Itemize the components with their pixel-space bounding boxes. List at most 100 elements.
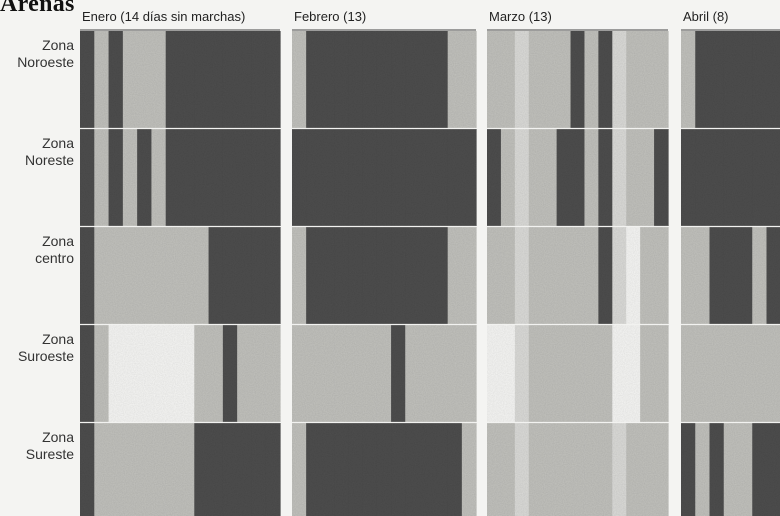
heatmap-cell (208, 227, 224, 324)
heatmap-cell (151, 325, 167, 422)
heatmap-cell (222, 227, 238, 324)
heatmap-cell (487, 129, 502, 226)
heatmap-cell (222, 31, 238, 128)
heatmap-cell (612, 227, 627, 324)
heatmap-cell (265, 423, 281, 516)
heatmap-cell (405, 325, 420, 422)
heatmap-cell (208, 31, 224, 128)
heatmap-cell (320, 325, 336, 422)
heatmap-cell (419, 325, 435, 422)
heatmap-cell (556, 31, 572, 128)
month-title: Marzo (13) (489, 9, 552, 24)
heatmap-cell (542, 227, 558, 324)
heatmap-cell (419, 423, 435, 516)
heatmap-cell (292, 423, 307, 516)
page-title: Arenas (0, 0, 75, 17)
month-panel (80, 31, 281, 516)
month-title: Enero (14 días sin marchas) (82, 9, 245, 24)
heatmap-cell (487, 423, 502, 516)
heatmap-cell (208, 325, 224, 422)
heatmap-cell (122, 325, 138, 422)
heatmap-cell (654, 129, 669, 226)
heatmap-cell (362, 423, 378, 516)
heatmap-cell (419, 129, 435, 226)
heatmap-cell (598, 31, 613, 128)
month-panel (681, 31, 780, 516)
heatmap-cell (405, 227, 420, 324)
heatmap-cell (180, 325, 195, 422)
heatmap-cell (391, 31, 406, 128)
heatmap-cell (265, 325, 281, 422)
heatmap-cell (487, 325, 502, 422)
zone-label: Zona centro (35, 233, 74, 266)
heatmap-cell (447, 227, 463, 324)
heatmap-cell (584, 325, 599, 422)
heatmap-cell (94, 227, 110, 324)
heatmap-cell (766, 325, 780, 422)
heatmap-cell (194, 325, 210, 422)
heatmap-cell (447, 129, 463, 226)
heatmap-cell (222, 423, 238, 516)
heatmap-cell (500, 325, 516, 422)
heatmap-cell (292, 31, 307, 128)
heatmap-cell (94, 31, 110, 128)
month-panel (487, 31, 669, 516)
heatmap-cell (391, 227, 406, 324)
heatmap-cell (723, 227, 739, 324)
heatmap-cell (108, 129, 124, 226)
heatmap-cell (447, 31, 463, 128)
heatmap-cell (598, 129, 613, 226)
heatmap-cell (640, 227, 655, 324)
heatmap-cell (723, 325, 739, 422)
heatmap-cell (654, 227, 669, 324)
heatmap-cell (584, 31, 599, 128)
heatmap-cell (137, 423, 153, 516)
heatmap-cell (108, 423, 124, 516)
heatmap-cell (306, 129, 321, 226)
heatmap-cell (122, 31, 138, 128)
heatmap-cell (94, 423, 110, 516)
heatmap-cell (570, 325, 586, 422)
heatmap-cell (194, 423, 210, 516)
heatmap-cell (654, 423, 669, 516)
heatmap-cell (237, 325, 253, 422)
heatmap-cell (709, 325, 725, 422)
heatmap-cell (570, 31, 586, 128)
heatmap-cell (752, 31, 768, 128)
heatmap-cell (376, 129, 392, 226)
heatmap-cell (695, 325, 711, 422)
heatmap-cell (292, 325, 307, 422)
heatmap-cell (137, 31, 153, 128)
heatmap-cell (514, 227, 530, 324)
heatmap-cell (461, 227, 477, 324)
heatmap-cell (612, 129, 627, 226)
heatmap-cell (570, 129, 586, 226)
heatmap-cell (738, 227, 753, 324)
heatmap-cell (570, 423, 586, 516)
heatmap-cell (709, 423, 725, 516)
heatmap-cell (584, 227, 599, 324)
heatmap-cell (709, 227, 725, 324)
heatmap-cell (640, 31, 655, 128)
heatmap-cell (766, 31, 780, 128)
heatmap-cell (723, 129, 739, 226)
heatmap-cell (709, 31, 725, 128)
heatmap-cell (461, 129, 477, 226)
heatmap-cell (306, 31, 321, 128)
heatmap-cell (461, 423, 477, 516)
heatmap-cell (500, 31, 516, 128)
heatmap-cell (695, 31, 711, 128)
heatmap-cell (433, 325, 449, 422)
heatmap-cell (348, 423, 364, 516)
heatmap-cell (94, 325, 110, 422)
heatmap-cell (752, 325, 768, 422)
heatmap-cell (598, 325, 613, 422)
heatmap-cell (391, 325, 406, 422)
heatmap-cell (528, 423, 544, 516)
heatmap-cell (556, 423, 572, 516)
heatmap-cell (194, 31, 210, 128)
heatmap-cell (194, 129, 210, 226)
heatmap-cell (766, 423, 780, 516)
zone-label: Zona Noreste (25, 135, 74, 168)
